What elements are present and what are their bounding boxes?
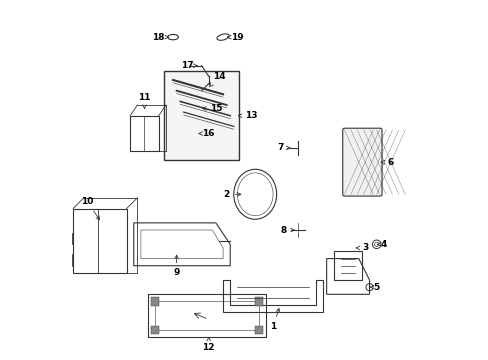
Bar xyxy=(151,297,159,306)
Text: 9: 9 xyxy=(173,255,180,277)
FancyBboxPatch shape xyxy=(342,128,381,196)
Text: 4: 4 xyxy=(377,240,386,249)
Text: 11: 11 xyxy=(138,93,150,108)
Text: 7: 7 xyxy=(277,143,289,152)
Text: 6: 6 xyxy=(381,158,393,167)
Text: 19: 19 xyxy=(227,33,243,42)
Text: 13: 13 xyxy=(238,111,257,120)
Text: 1: 1 xyxy=(269,309,279,331)
Text: 3: 3 xyxy=(355,243,368,252)
Text: 14: 14 xyxy=(209,72,225,86)
FancyBboxPatch shape xyxy=(164,71,239,160)
Text: 10: 10 xyxy=(81,197,100,220)
Text: 15: 15 xyxy=(202,104,222,113)
Text: 18: 18 xyxy=(152,33,168,42)
Text: 5: 5 xyxy=(369,283,379,292)
Text: 16: 16 xyxy=(199,129,215,138)
Bar xyxy=(151,326,159,334)
Text: 17: 17 xyxy=(181,61,197,70)
Text: 12: 12 xyxy=(202,337,215,352)
Text: 8: 8 xyxy=(280,225,294,234)
Text: 2: 2 xyxy=(223,190,240,199)
Bar xyxy=(254,326,263,334)
Bar xyxy=(254,297,263,306)
